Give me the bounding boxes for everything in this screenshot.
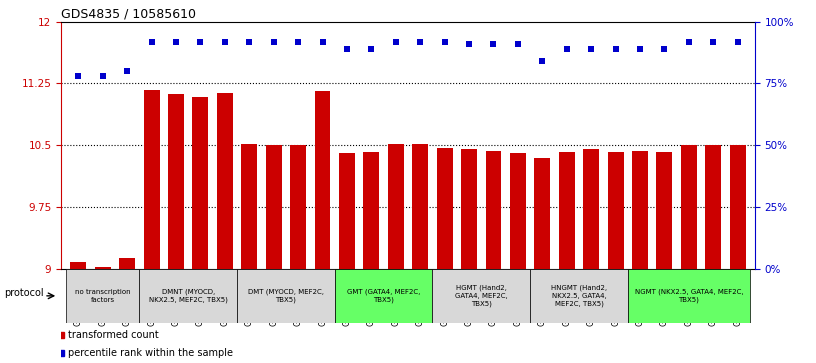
- Bar: [66, 269, 140, 323]
- Point: [121, 68, 134, 74]
- Bar: [657, 152, 672, 269]
- Point: [561, 46, 574, 52]
- Bar: [530, 269, 628, 323]
- Text: no transcription
factors: no transcription factors: [75, 289, 131, 303]
- Bar: [583, 149, 599, 269]
- Bar: [335, 269, 432, 323]
- Bar: [193, 97, 208, 269]
- Bar: [681, 145, 697, 269]
- Bar: [628, 269, 750, 323]
- Bar: [705, 145, 721, 269]
- Bar: [237, 269, 335, 323]
- Text: NGMT (NKX2.5, GATA4, MEF2C,
TBX5): NGMT (NKX2.5, GATA4, MEF2C, TBX5): [635, 289, 743, 303]
- Point: [194, 38, 207, 44]
- Bar: [70, 262, 86, 269]
- Bar: [140, 269, 237, 323]
- Point: [609, 46, 622, 52]
- Bar: [510, 154, 526, 269]
- Bar: [95, 267, 111, 269]
- Point: [365, 46, 378, 52]
- Text: DMNT (MYOCD,
NKX2.5, MEF2C, TBX5): DMNT (MYOCD, NKX2.5, MEF2C, TBX5): [149, 289, 228, 303]
- Point: [536, 58, 549, 64]
- Point: [267, 38, 280, 44]
- Point: [731, 38, 744, 44]
- Bar: [144, 90, 159, 269]
- Bar: [412, 143, 428, 269]
- Bar: [168, 94, 184, 269]
- Bar: [432, 269, 530, 323]
- Point: [682, 38, 695, 44]
- Bar: [559, 152, 574, 269]
- Text: HGMT (Hand2,
GATA4, MEF2C,
TBX5): HGMT (Hand2, GATA4, MEF2C, TBX5): [455, 285, 508, 307]
- Bar: [608, 152, 623, 269]
- Bar: [217, 93, 233, 269]
- Bar: [534, 158, 550, 269]
- Point: [584, 46, 597, 52]
- Bar: [437, 148, 453, 269]
- Point: [242, 38, 255, 44]
- Point: [291, 38, 304, 44]
- Text: GMT (GATA4, MEF2C,
TBX5): GMT (GATA4, MEF2C, TBX5): [347, 289, 420, 303]
- Bar: [290, 145, 306, 269]
- Bar: [266, 145, 282, 269]
- Point: [707, 38, 720, 44]
- Point: [512, 41, 525, 47]
- Bar: [730, 145, 746, 269]
- Point: [219, 38, 232, 44]
- Point: [72, 73, 85, 79]
- Point: [414, 38, 427, 44]
- Text: GDS4835 / 10585610: GDS4835 / 10585610: [61, 8, 196, 21]
- Bar: [315, 91, 330, 269]
- Bar: [119, 258, 135, 269]
- Point: [633, 46, 646, 52]
- Text: HNGMT (Hand2,
NKX2.5, GATA4,
MEF2C, TBX5): HNGMT (Hand2, NKX2.5, GATA4, MEF2C, TBX5…: [551, 285, 607, 307]
- Bar: [339, 154, 355, 269]
- Point: [438, 38, 451, 44]
- Point: [145, 38, 158, 44]
- Text: DMT (MYOCD, MEF2C,
TBX5): DMT (MYOCD, MEF2C, TBX5): [248, 289, 324, 303]
- Point: [170, 38, 183, 44]
- Text: percentile rank within the sample: percentile rank within the sample: [68, 348, 233, 358]
- Point: [487, 41, 500, 47]
- Bar: [363, 152, 379, 269]
- Point: [316, 38, 329, 44]
- Point: [389, 38, 402, 44]
- Point: [96, 73, 109, 79]
- Point: [463, 41, 476, 47]
- Point: [340, 46, 353, 52]
- Text: protocol: protocol: [4, 288, 44, 298]
- Bar: [461, 149, 477, 269]
- Bar: [388, 143, 404, 269]
- Bar: [632, 151, 648, 269]
- Bar: [242, 143, 257, 269]
- Text: transformed count: transformed count: [68, 330, 159, 340]
- Point: [658, 46, 671, 52]
- Bar: [486, 151, 501, 269]
